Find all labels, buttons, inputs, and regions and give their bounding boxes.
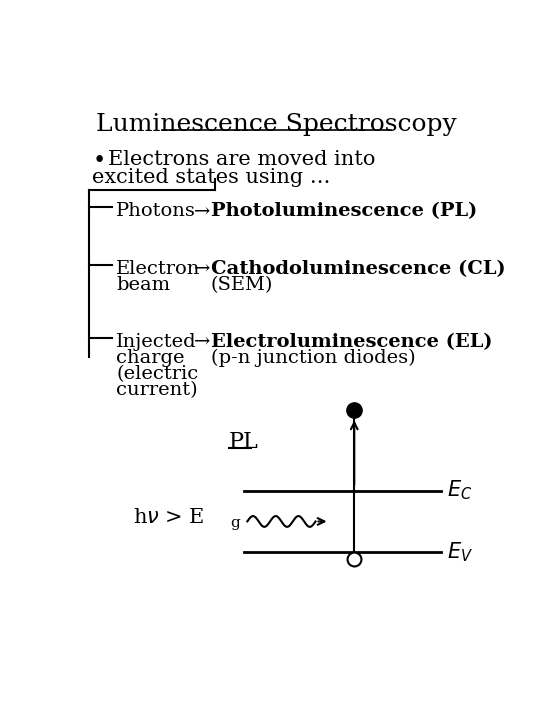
Text: current): current)	[116, 382, 198, 400]
Text: beam: beam	[116, 276, 171, 294]
Text: $E_C$: $E_C$	[447, 479, 472, 503]
Text: Electron: Electron	[116, 260, 201, 278]
Text: →: →	[194, 333, 210, 351]
Text: Luminescence Spectroscopy: Luminescence Spectroscopy	[96, 113, 457, 136]
Text: PL: PL	[229, 431, 259, 454]
Text: h$\nu$ > E: h$\nu$ > E	[133, 508, 205, 527]
Text: Photoluminescence (PL): Photoluminescence (PL)	[211, 202, 477, 220]
Text: Electrons are moved into: Electrons are moved into	[108, 150, 375, 168]
Text: (SEM): (SEM)	[211, 276, 273, 294]
Text: →: →	[194, 260, 210, 278]
Text: excited states using …: excited states using …	[92, 168, 331, 187]
Text: (p-n junction diodes): (p-n junction diodes)	[211, 349, 415, 367]
Text: Electroluminescence (EL): Electroluminescence (EL)	[211, 333, 492, 351]
Text: g: g	[230, 516, 240, 530]
Text: (electric: (electric	[116, 365, 199, 383]
Text: $E_V$: $E_V$	[447, 541, 473, 564]
Text: Photons: Photons	[116, 202, 196, 220]
Text: Cathodoluminescence (CL): Cathodoluminescence (CL)	[211, 260, 505, 278]
Text: •: •	[92, 150, 105, 171]
Text: →: →	[194, 202, 210, 220]
Text: Injected: Injected	[116, 333, 197, 351]
Text: charge: charge	[116, 349, 185, 367]
